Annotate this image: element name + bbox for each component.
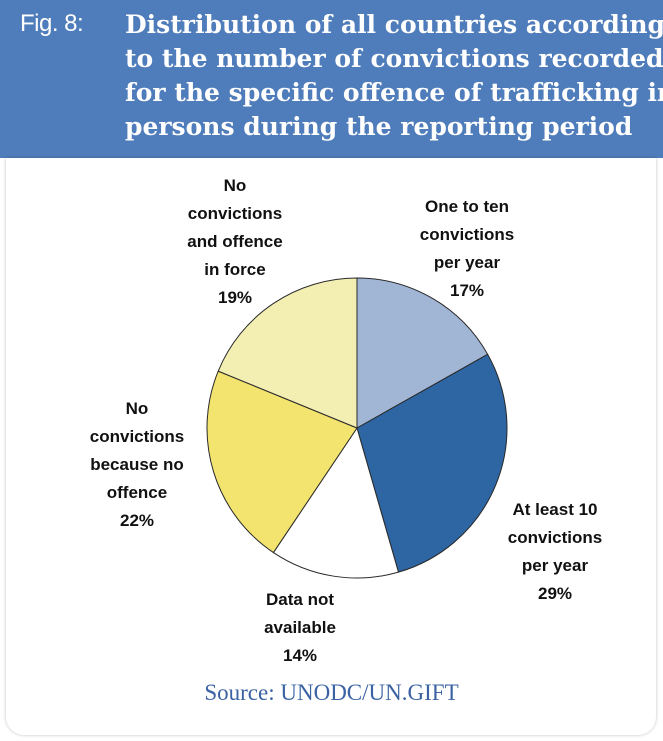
figure-header: Fig. 8: Distribution of all countries ac…: [0, 0, 663, 158]
source-note: Source: UNODC/UN.GIFT: [204, 680, 459, 705]
figure-label: Fig. 8:: [20, 10, 84, 37]
title-line-2: to the number of convictions recorded: [125, 44, 663, 73]
slice-label-one-to-ten: One to ten convictions per year 17%: [419, 197, 515, 300]
slice-label-no-convictions-no-offence: No convictions because no offence 22%: [89, 399, 185, 530]
slice-label-no-convictions-offence-in-force: No convictions and offence in force 19%: [187, 176, 283, 307]
figure-title: Distribution of all countries according …: [125, 8, 663, 144]
pie-slice-2: [272, 427, 399, 579]
title-line-4: persons during the reporting period: [125, 112, 633, 141]
title-line-1: Distribution of all countries according: [125, 10, 663, 39]
slice-label-data-not-available: Data not available 14%: [264, 590, 336, 665]
slice-label-at-least-ten: At least 10 convictions per year 29%: [507, 500, 603, 603]
pie-slice-3: [206, 370, 358, 554]
pie-slice-0: [356, 277, 489, 429]
pie-slice-4: [217, 277, 358, 429]
title-line-3: for the specific offence of trafficking …: [125, 78, 663, 107]
pie-slice-1: [356, 353, 508, 573]
